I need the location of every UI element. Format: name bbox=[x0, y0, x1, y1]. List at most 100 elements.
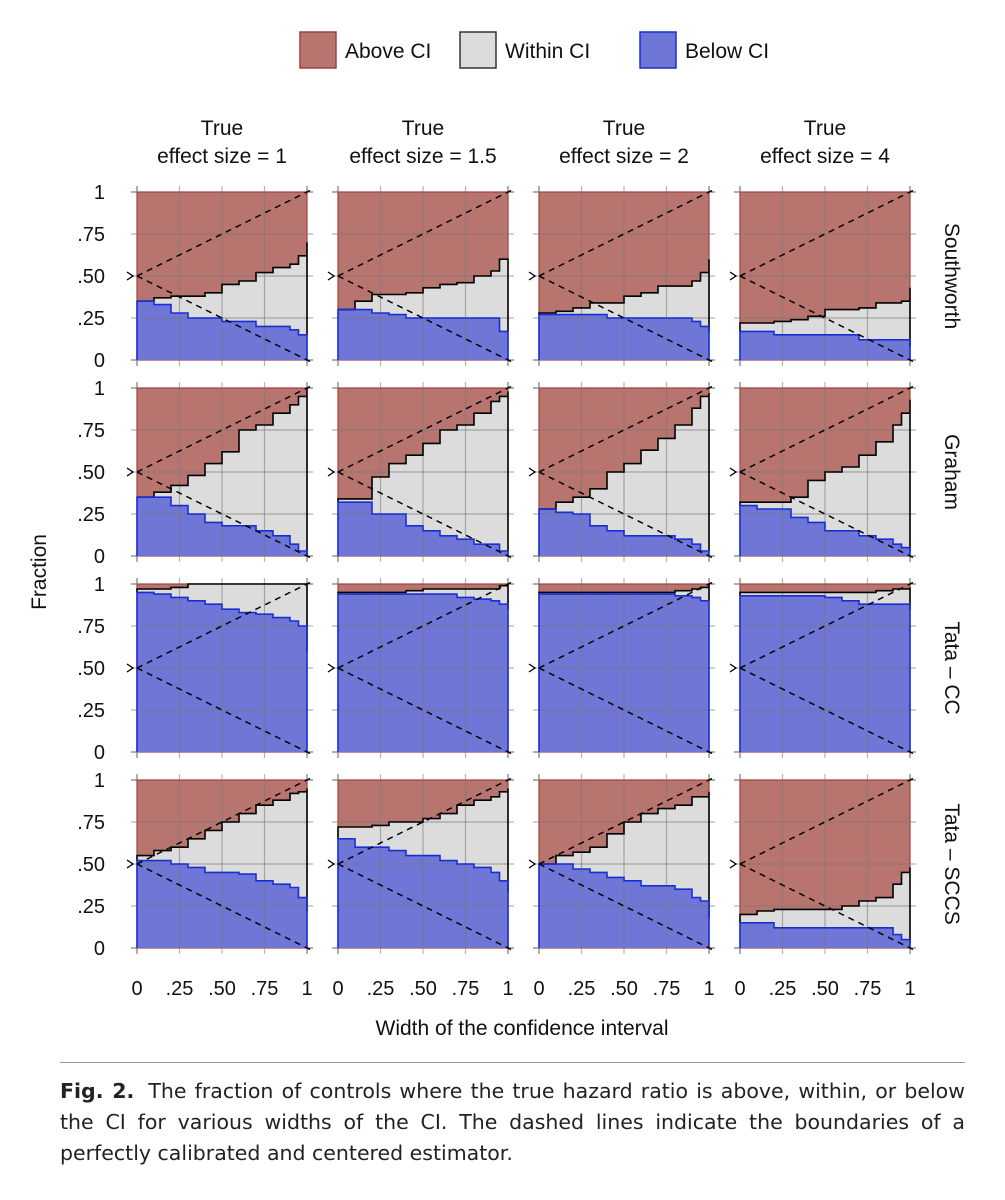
column-header-line1: True bbox=[804, 117, 846, 140]
row-label: Tata – CC bbox=[940, 621, 963, 714]
panel bbox=[729, 774, 918, 954]
x-tick-label: .25 bbox=[568, 978, 596, 1000]
y-tick-label: .25 bbox=[77, 308, 105, 330]
y-tick-label: 1 bbox=[94, 770, 105, 792]
panel bbox=[126, 774, 315, 954]
lower-ci-boundary-line bbox=[337, 501, 509, 556]
row-labels: Southworth Graham Tata – CC Tata – SCCS bbox=[940, 223, 963, 925]
midpoint-marker bbox=[327, 467, 336, 477]
column-header-line1: True bbox=[402, 117, 444, 140]
x-tick-label: 1 bbox=[301, 978, 312, 1000]
x-axis-label: Width of the confidence interval bbox=[376, 1017, 669, 1040]
y-tick-label: 0 bbox=[94, 938, 105, 960]
y-tick-label: .75 bbox=[77, 224, 105, 246]
midpoint-marker bbox=[528, 467, 537, 477]
midpoint-marker bbox=[729, 859, 738, 869]
legend-swatch bbox=[639, 31, 677, 69]
upper-ci-boundary-line bbox=[136, 583, 308, 652]
midpoint-marker bbox=[327, 663, 336, 673]
midpoint-marker bbox=[528, 271, 537, 281]
y-tick-label: .75 bbox=[77, 616, 105, 638]
y-tick-label: .50 bbox=[77, 854, 105, 876]
x-tick-label: 0 bbox=[131, 978, 142, 1000]
y-axis-label: Fraction bbox=[28, 534, 51, 610]
column-header-line1: True bbox=[201, 117, 243, 140]
upper-ci-boundary-line bbox=[539, 393, 710, 551]
legend-label: Below CI bbox=[685, 40, 769, 63]
midpoint-marker bbox=[729, 467, 738, 477]
midpoint-marker bbox=[729, 271, 738, 281]
lower-ci-boundary-line bbox=[337, 593, 509, 752]
x-tick-label: .75 bbox=[854, 978, 882, 1000]
legend-label: Above CI bbox=[345, 40, 431, 63]
row-label: Southworth bbox=[940, 223, 963, 329]
column-header-line2: effect size = 4 bbox=[760, 145, 890, 168]
panel bbox=[126, 578, 315, 758]
upper-ci-boundary-line bbox=[538, 259, 710, 332]
midpoint-marker bbox=[126, 859, 135, 869]
y-tick-label: 1 bbox=[94, 182, 105, 204]
y-tick-label: 1 bbox=[94, 378, 105, 400]
lower-ci-boundary-line bbox=[739, 504, 911, 556]
x-tick-label: .75 bbox=[452, 978, 480, 1000]
lower-ci-boundary-line bbox=[739, 594, 911, 752]
panel bbox=[528, 774, 717, 954]
caption-label: Fig. 2. bbox=[60, 1079, 135, 1103]
figure-chart: Above CI Within CI Below CI True effect siz… bbox=[28, 31, 963, 1040]
x-tick-label: 0 bbox=[734, 978, 745, 1000]
upper-ci-boundary-line bbox=[739, 587, 911, 610]
panel bbox=[126, 186, 315, 366]
x-tick-label: 0 bbox=[533, 978, 544, 1000]
x-tick-label: .25 bbox=[166, 978, 194, 1000]
panel bbox=[729, 186, 918, 366]
lower-ci-boundary-line bbox=[136, 591, 308, 752]
midpoint-marker bbox=[126, 467, 135, 477]
column-header-line2: effect size = 1.5 bbox=[349, 145, 496, 168]
figure-caption: Fig. 2. The fraction of controls where th… bbox=[60, 1076, 965, 1169]
panel bbox=[327, 578, 516, 758]
midpoint-marker bbox=[528, 859, 537, 869]
x-tick-label: .50 bbox=[610, 978, 638, 1000]
midpoint-marker bbox=[528, 663, 537, 673]
lower-ci-boundary-line bbox=[337, 837, 509, 948]
upper-ci-boundary-line bbox=[137, 388, 308, 556]
x-tick-label: .75 bbox=[251, 978, 279, 1000]
row-label: Tata – SCCS bbox=[940, 803, 963, 924]
midpoint-marker bbox=[126, 271, 135, 281]
upper-ci-boundary-line bbox=[338, 258, 509, 332]
panel bbox=[729, 578, 918, 758]
column-header-line2: effect size = 2 bbox=[559, 145, 689, 168]
panel bbox=[528, 186, 717, 366]
lower-ci-boundary-line bbox=[136, 496, 308, 556]
upper-ci-boundary-line bbox=[739, 867, 911, 943]
x-tick-label: .75 bbox=[653, 978, 681, 1000]
y-tick-label: .25 bbox=[77, 700, 105, 722]
lower-ci-boundary-line bbox=[538, 508, 710, 556]
panel bbox=[327, 382, 516, 562]
lower-ci-boundary-line bbox=[136, 300, 308, 360]
y-tick-label: .50 bbox=[77, 266, 105, 288]
x-tick-label: .25 bbox=[367, 978, 395, 1000]
caption-text: The fraction of controls where the true … bbox=[60, 1079, 965, 1165]
midpoint-marker bbox=[729, 663, 738, 673]
panel bbox=[327, 774, 516, 954]
panel bbox=[528, 382, 717, 562]
y-tick-label: .25 bbox=[77, 896, 105, 918]
lower-ci-boundary-line bbox=[538, 863, 710, 948]
legend-swatch bbox=[299, 31, 337, 69]
midpoint-marker bbox=[126, 663, 135, 673]
upper-ci-boundary-line bbox=[337, 584, 509, 610]
y-tick-label: 0 bbox=[94, 742, 105, 764]
midpoint-marker bbox=[327, 271, 336, 281]
column-headers: True effect size = 1 True effect size = 1.5… bbox=[157, 117, 890, 168]
legend-swatch bbox=[459, 31, 497, 69]
axes: 1.75.50.2501.75.50.2501.75.50.2501.75.50… bbox=[77, 182, 915, 1000]
upper-ci-boundary-line bbox=[539, 791, 710, 918]
x-tick-label: 0 bbox=[332, 978, 343, 1000]
y-tick-label: 0 bbox=[94, 546, 105, 568]
y-tick-label: .25 bbox=[77, 504, 105, 526]
legend: Above CI Within CI Below CI bbox=[299, 31, 769, 69]
upper-ci-boundary-line bbox=[739, 287, 911, 347]
panel bbox=[327, 186, 516, 366]
midpoint-marker bbox=[327, 859, 336, 869]
